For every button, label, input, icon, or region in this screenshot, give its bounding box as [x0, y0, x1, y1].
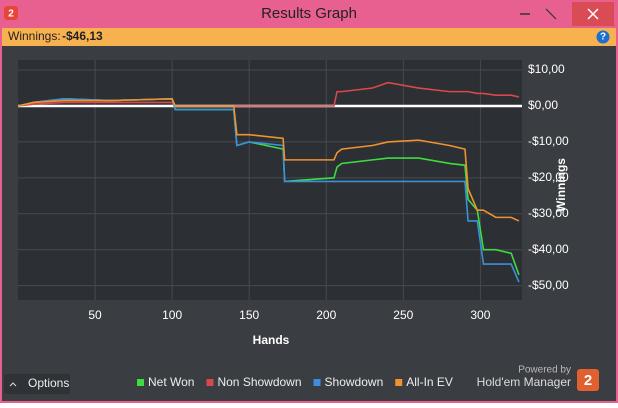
y-tick-label: -$40,00: [528, 242, 569, 256]
winnings-bar: [2, 28, 616, 46]
brand-icon: [577, 369, 599, 391]
y-tick-label: -$30,00: [528, 206, 569, 220]
y-tick-label: -$50,00: [528, 278, 569, 292]
x-axis-label: Hands: [253, 333, 290, 347]
plot-area: [18, 60, 522, 300]
options-chevron: [9, 382, 17, 387]
series-line: [17, 81, 520, 107]
legend-swatch: [206, 379, 214, 386]
x-tick-label: 50: [88, 308, 102, 322]
legend-label: All-In EV: [406, 375, 453, 389]
legend-label: Net Won: [148, 375, 194, 389]
y-tick-label: -$20,00: [528, 170, 569, 184]
x-tick-label: 100: [162, 308, 182, 322]
x-tick-label: 300: [470, 308, 490, 322]
y-axis-label: Winnings: [554, 158, 568, 212]
restore-button[interactable]: [545, 8, 557, 20]
y-tick-label: $10,00: [528, 62, 565, 76]
help-icon[interactable]: [596, 30, 610, 44]
legend-swatch: [137, 379, 144, 386]
options-text: Options: [28, 376, 69, 390]
winnings-label: Winnings:: [8, 29, 61, 43]
window-title: Results Graph: [261, 5, 357, 22]
series-line: [17, 97, 520, 222]
brand-icon-text: 2: [584, 372, 592, 389]
x-tick-label: 150: [239, 308, 259, 322]
help-icon-text: ?: [600, 32, 606, 43]
x-tick-label: 200: [316, 308, 336, 322]
x-tick-label: 250: [393, 308, 413, 322]
legend-swatch: [395, 379, 403, 386]
brand-name: Hold'em Manager: [477, 375, 571, 389]
legend-label: Non Showdown: [217, 375, 301, 389]
legend-swatch: [313, 379, 321, 386]
footer: [2, 368, 616, 401]
powered-by: Powered by: [518, 365, 571, 376]
app-icon: [4, 6, 18, 20]
legend-label: Showdown: [325, 375, 384, 389]
y-tick-label: $0,00: [528, 98, 558, 112]
winnings-value: -$46,13: [62, 29, 103, 43]
y-tick-label: -$10,00: [528, 134, 569, 148]
close-icon: [587, 8, 599, 20]
app-icon-text: 2: [8, 9, 14, 20]
options-button[interactable]: [4, 374, 70, 394]
